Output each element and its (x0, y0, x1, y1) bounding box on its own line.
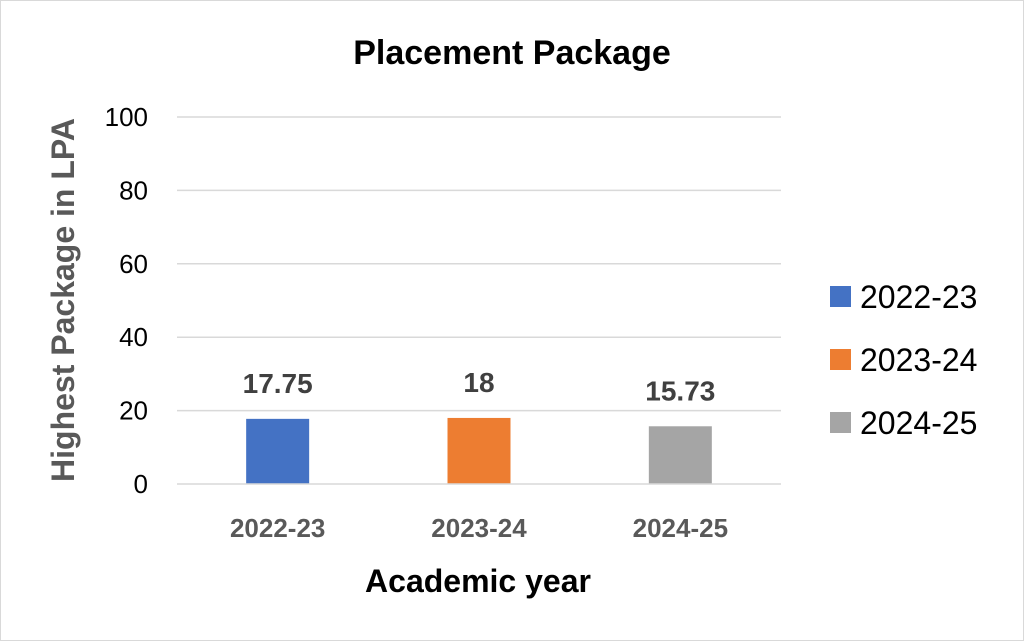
data-label-2022-23: 17.75 (243, 368, 313, 399)
y-tick-label-3: 60 (119, 249, 148, 279)
y-tick-label-2: 40 (119, 322, 148, 352)
x-tick-label-2024-25: 2024-25 (633, 513, 728, 543)
x-tick-label-2022-23: 2022-23 (230, 513, 325, 543)
legend-swatch-2024-25 (830, 412, 851, 433)
data-label-2023-24: 18 (463, 367, 494, 398)
x-tick-label-2023-24: 2023-24 (431, 513, 527, 543)
y-tick-label-1: 20 (119, 396, 148, 426)
legend-swatch-2022-23 (830, 286, 851, 307)
chart-title: Placement Package (353, 34, 671, 72)
legend-label-2023-24: 2023-24 (860, 342, 977, 378)
bars (246, 417, 712, 484)
bar-2022-23 (246, 418, 310, 484)
data-labels: 17.75 18 15.73 (243, 367, 716, 406)
legend: 2022-23 2023-24 2024-25 (830, 279, 977, 441)
bar-2024-25 (648, 426, 712, 484)
y-tick-label-5: 100 (105, 102, 148, 132)
data-label-2024-25: 15.73 (645, 375, 715, 406)
legend-swatch-2023-24 (830, 349, 851, 370)
x-axis-label: Academic year (365, 563, 591, 599)
legend-label-2024-25: 2024-25 (860, 405, 977, 441)
gridlines (177, 116, 781, 412)
y-tick-label-4: 80 (119, 175, 148, 205)
bar-2023-24 (447, 417, 511, 484)
y-axis-ticks: 0 20 40 60 80 100 (105, 102, 148, 499)
legend-label-2022-23: 2022-23 (860, 279, 977, 315)
y-axis-label: Highest Package in LPA (45, 118, 81, 482)
y-tick-label-0: 0 (134, 469, 148, 499)
x-axis-ticks: 2022-23 2023-24 2024-25 (230, 513, 728, 543)
